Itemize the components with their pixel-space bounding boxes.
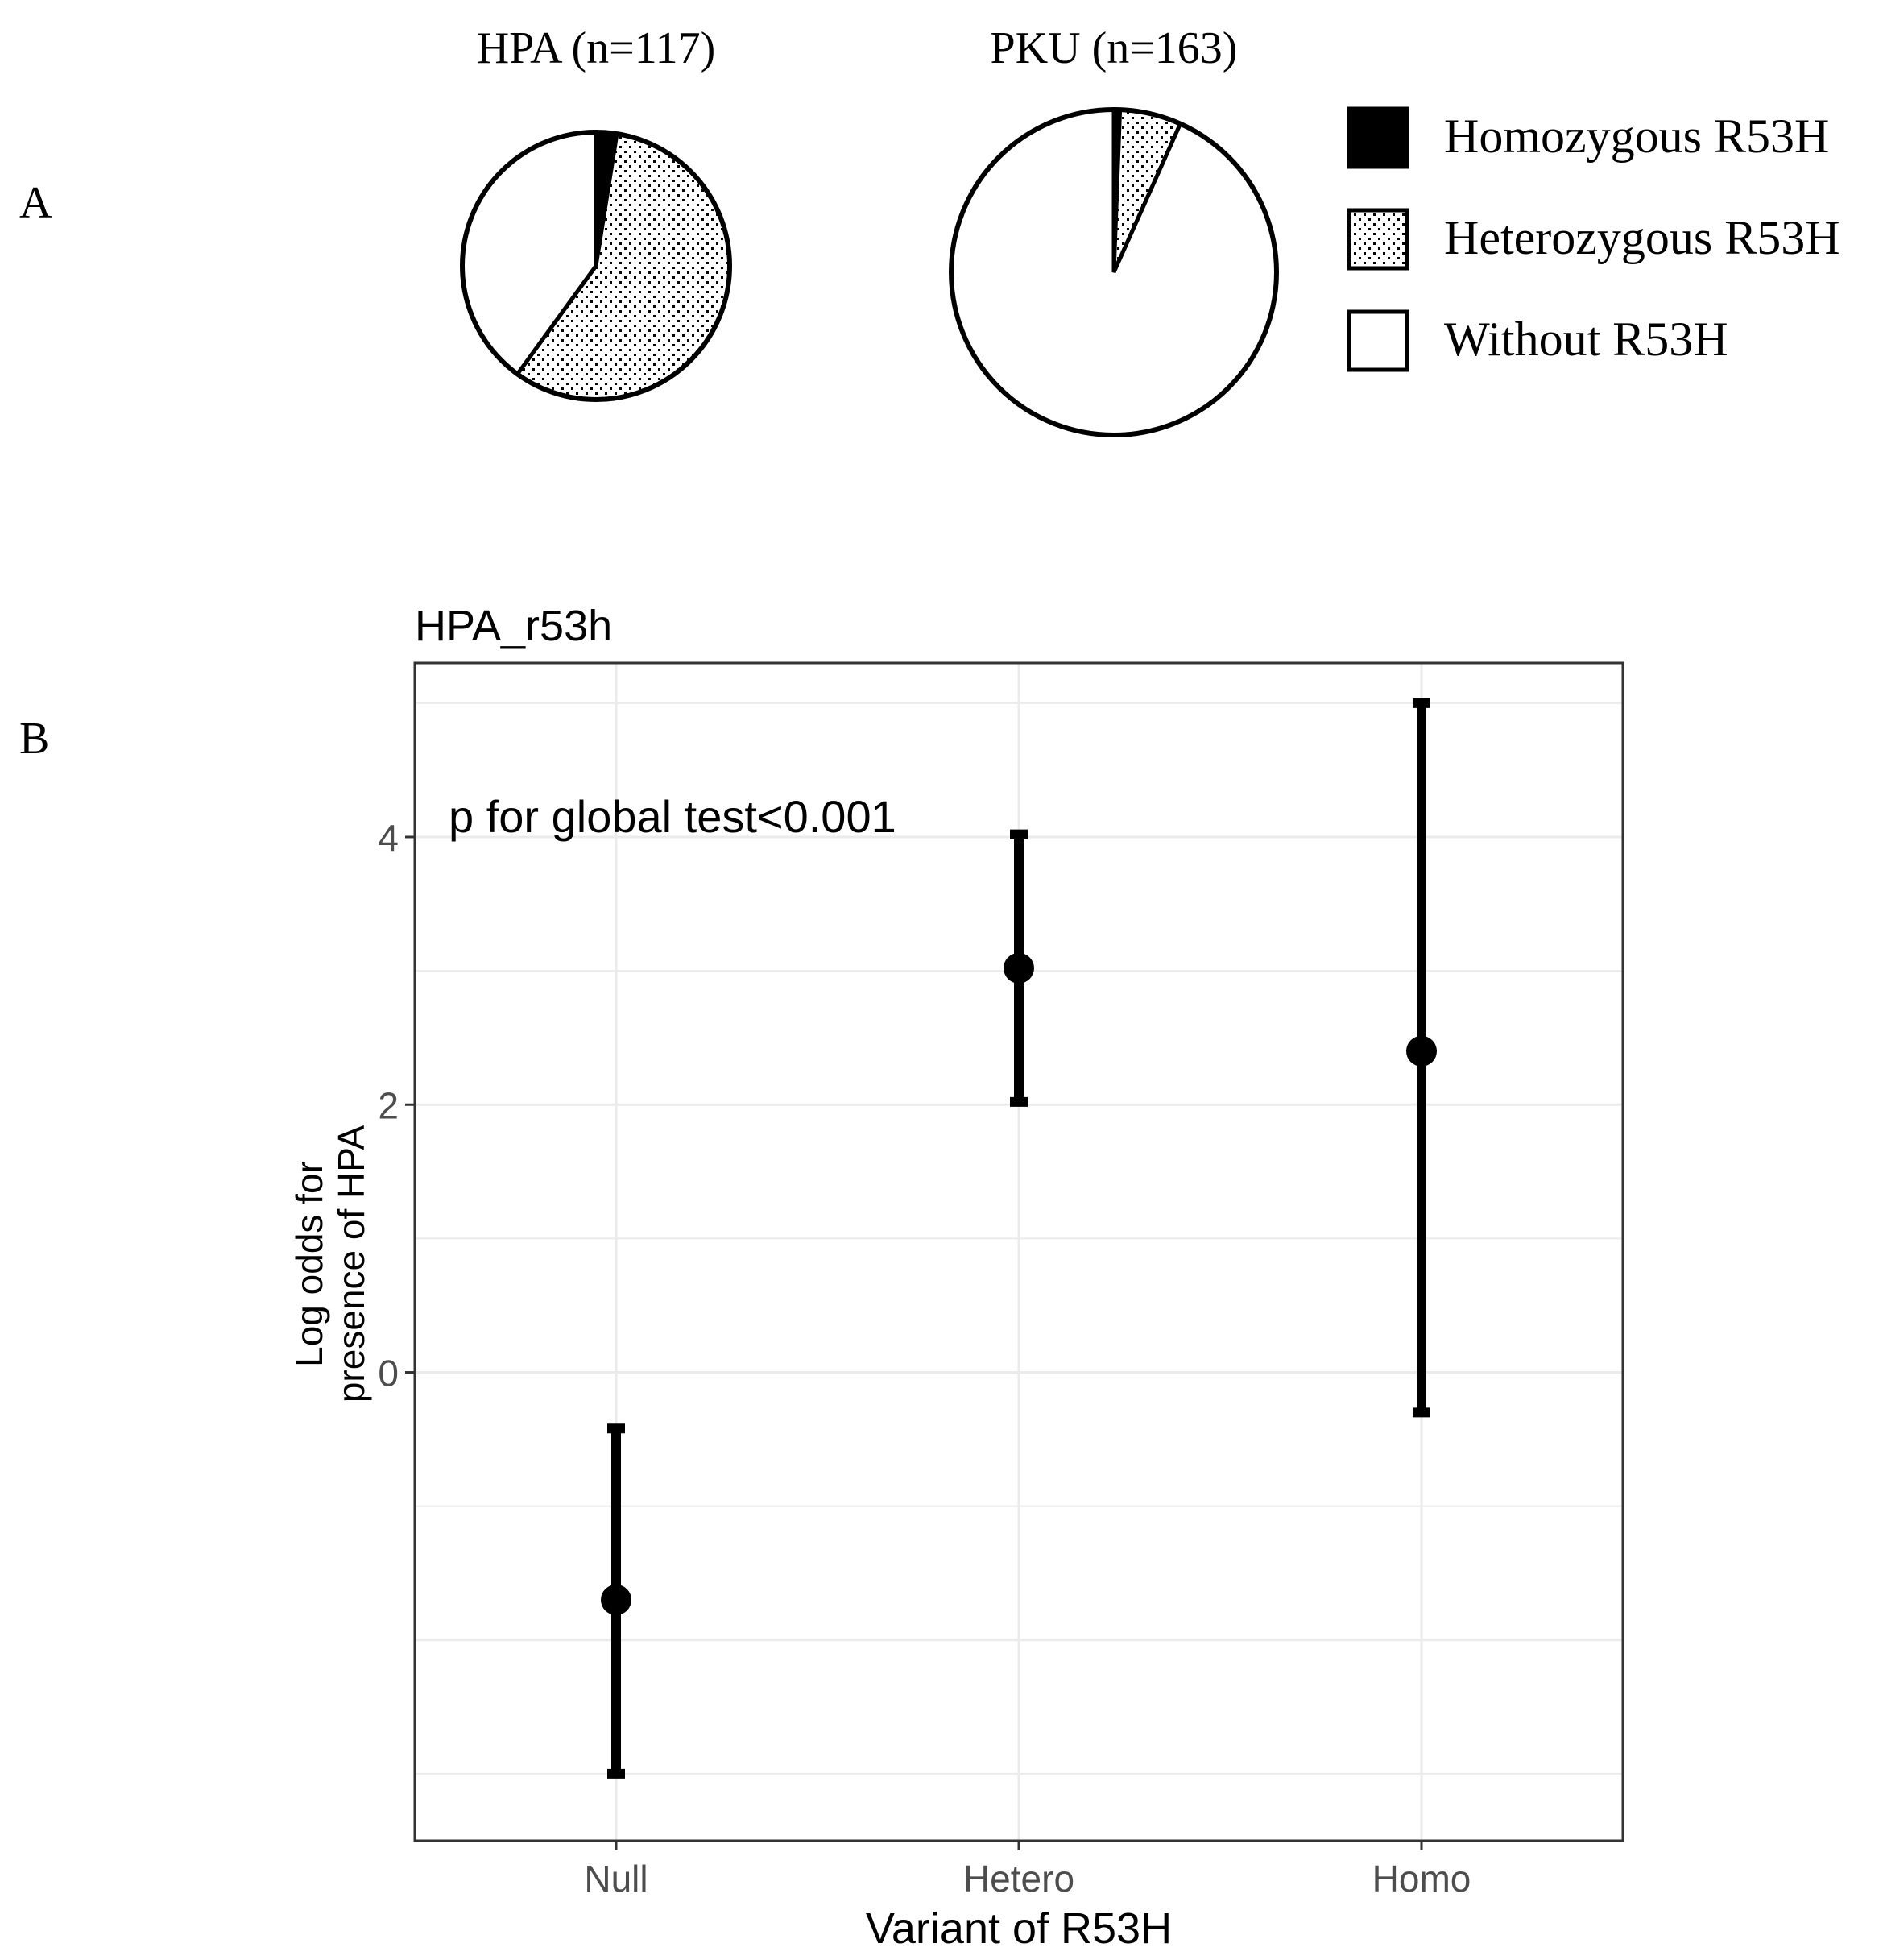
legend-label-without-r53h: Without R53H bbox=[1444, 313, 1728, 366]
y-tick-label: 4 bbox=[378, 817, 399, 859]
pie-outline-pku bbox=[949, 107, 1279, 437]
legend-label-heterozygous-r53h: Heterozygous R53H bbox=[1444, 211, 1840, 264]
point-estimate-hetero bbox=[1004, 952, 1034, 984]
legend-swatch-heterozygous-r53h bbox=[1347, 208, 1409, 271]
pie-chart-hpa: HPA (n=117) bbox=[460, 23, 732, 402]
errorbar-plot: HPA_r53h 0 2 4 Null Hetero Homo Variant of R53H… bbox=[288, 602, 1624, 1953]
plot-title: HPA_r53h bbox=[415, 602, 612, 650]
pie-title-hpa: HPA (n=117) bbox=[477, 23, 716, 73]
y-axis-label: Log odds forpresence of HPA bbox=[288, 1125, 372, 1403]
legend-label-homozygous-r53h: Homozygous R53H bbox=[1444, 110, 1829, 163]
annotation-p-value: p for global test<0.001 bbox=[449, 791, 896, 842]
x-tick-label-null: Null bbox=[584, 1858, 648, 1900]
point-estimate-homo bbox=[1406, 1035, 1437, 1067]
pie-outline-hpa bbox=[460, 130, 732, 402]
panel-label-a: A bbox=[19, 178, 52, 228]
pie-title-pku: PKU (n=163) bbox=[991, 23, 1238, 73]
panel-label-b: B bbox=[19, 714, 49, 764]
y-axis-label-line: Log odds for bbox=[288, 1161, 330, 1367]
y-tick-label: 0 bbox=[378, 1353, 399, 1394]
legend-swatch-without-r53h bbox=[1347, 309, 1409, 372]
y-tick-label: 2 bbox=[378, 1084, 399, 1126]
point-estimate-null bbox=[601, 1584, 631, 1615]
legend: Homozygous R53H Heterozygous R53H Without … bbox=[1347, 106, 1840, 372]
legend-swatch-homozygous-r53h bbox=[1347, 106, 1409, 169]
x-tick-label-hetero: Hetero bbox=[963, 1858, 1074, 1900]
pie-chart-pku: PKU (n=163) bbox=[949, 23, 1279, 437]
x-axis-label: Variant of R53H bbox=[866, 1904, 1172, 1953]
x-tick-label-homo: Homo bbox=[1372, 1858, 1471, 1900]
y-axis-label-line: presence of HPA bbox=[330, 1125, 372, 1403]
